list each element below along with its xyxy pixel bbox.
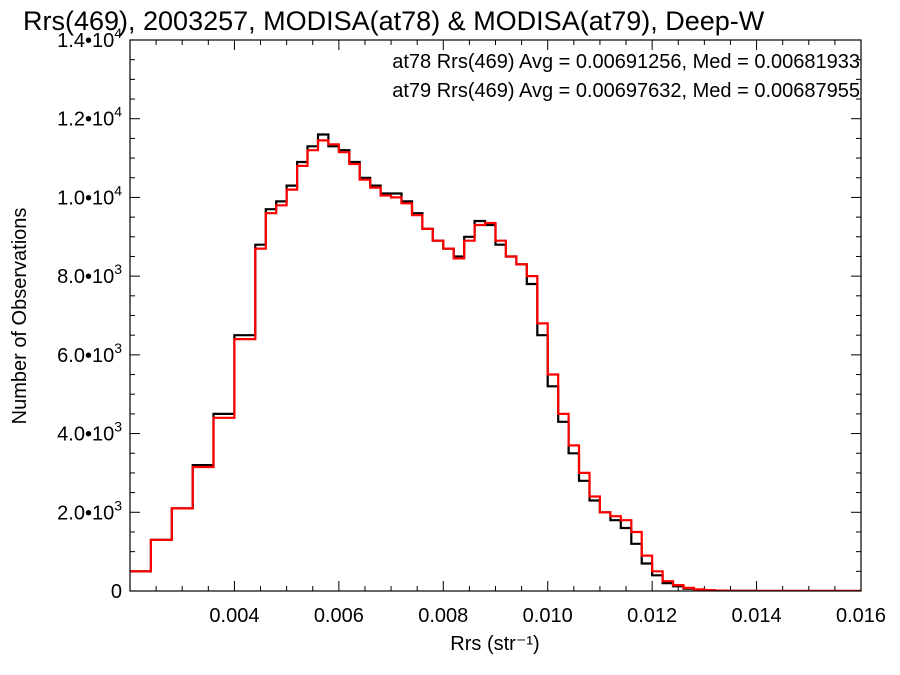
y-tick-label: 6.0•103 [57, 340, 122, 367]
x-axis-label: Rrs (str⁻¹) [450, 633, 539, 655]
y-tick-label: 4.0•103 [57, 419, 122, 446]
x-tick-label: 0.004 [209, 605, 259, 627]
y-axis-label: Number of Observations [9, 208, 31, 425]
y-tick-label: 1.0•104 [57, 182, 122, 209]
annotation-at79: at79 Rrs(469) Avg = 0.00697632, Med = 0.… [392, 80, 860, 102]
series-line-0 [130, 133, 861, 591]
chart-title: Rrs(469), 2003257, MODISA(at78) & MODISA… [23, 6, 765, 36]
series-group [130, 133, 861, 591]
x-tick-label: 0.006 [314, 605, 364, 627]
y-tick-label: 0 [111, 581, 122, 603]
y-tick-label: 1.2•104 [57, 104, 122, 131]
x-tick-label: 0.016 [836, 605, 886, 627]
tick-labels: 0.004 0.006 0.008 0.010 0.012 0.014 0.016 0 2.0•… [57, 25, 886, 627]
x-tick-label: 0.010 [523, 605, 573, 627]
axes [129, 39, 862, 592]
y-tick-label: 8.0•103 [57, 261, 122, 288]
y-tick-label: 2.0•103 [57, 497, 122, 524]
x-tick-label: 0.014 [732, 605, 782, 627]
plot-frame [129, 39, 862, 592]
y-tick-label: 1.4•104 [57, 25, 122, 52]
series-line-1 [130, 139, 861, 591]
annotation-at78: at78 Rrs(469) Avg = 0.00691256, Med = 0.… [392, 51, 860, 73]
x-tick-label: 0.008 [418, 605, 468, 627]
x-tick-label: 0.012 [627, 605, 677, 627]
